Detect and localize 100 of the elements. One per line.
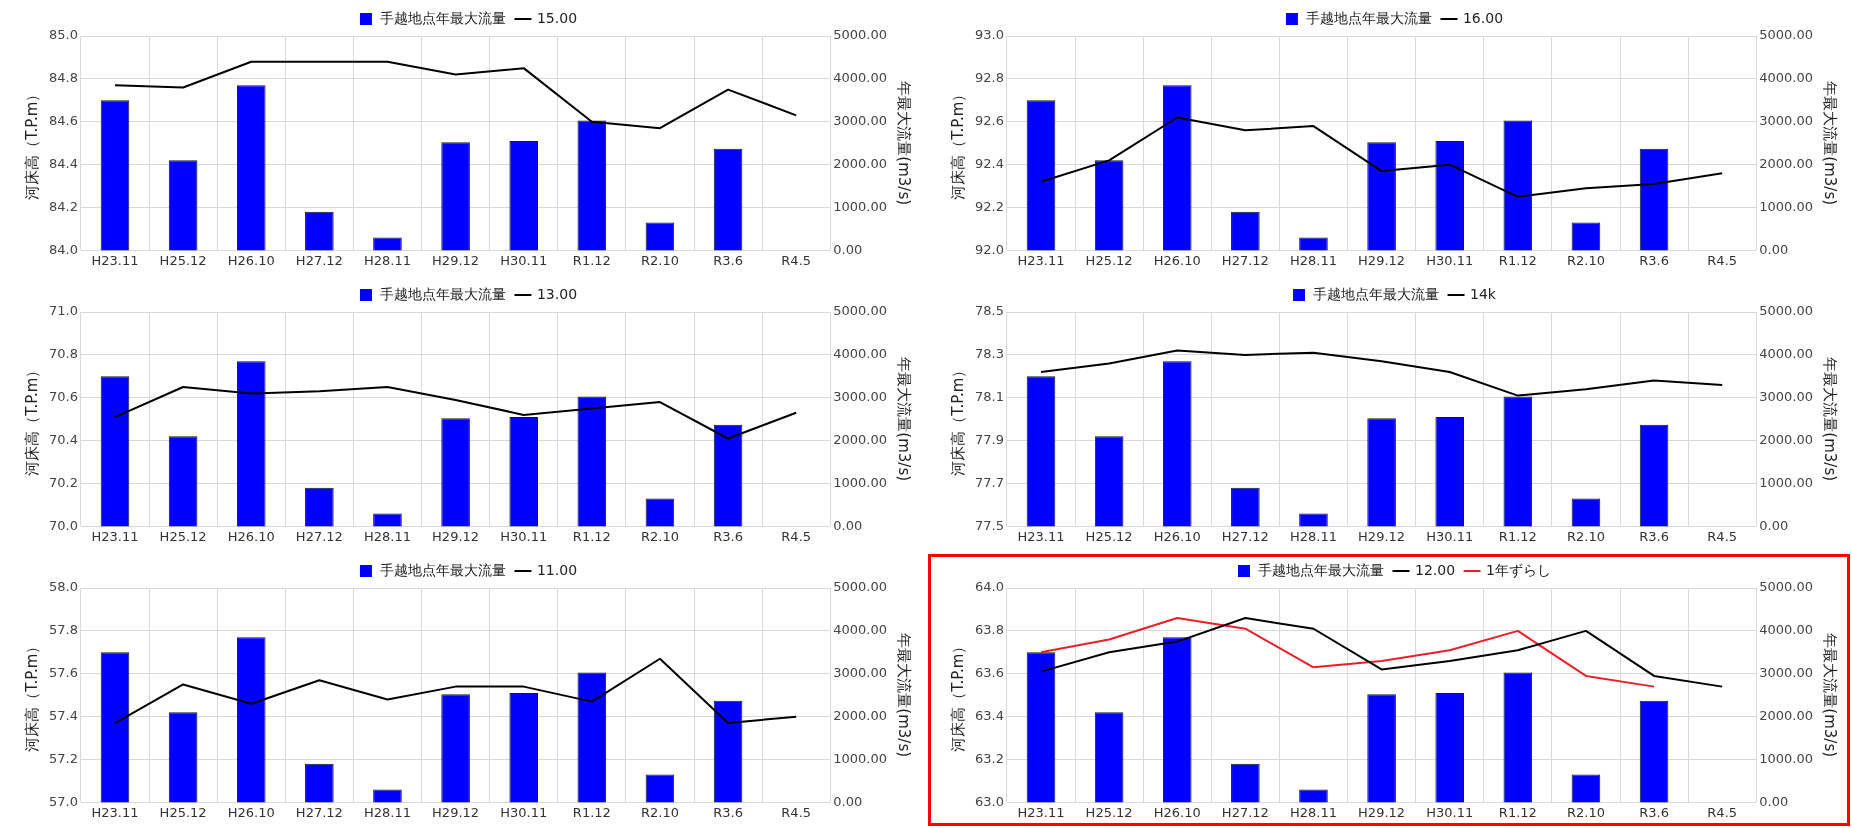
- x-tick-label: H25.12: [159, 804, 207, 820]
- x-tick-label: H25.12: [1085, 528, 1133, 544]
- x-tick-label: R4.5: [1707, 252, 1738, 268]
- y-tick-label: 57.8: [48, 622, 78, 638]
- x-tick-label: H26.10: [1153, 528, 1201, 544]
- y2-tick-label: 0.00: [833, 241, 863, 257]
- y2-tick-label: 4000.00: [1759, 622, 1814, 638]
- y-tick-label: 84.0: [48, 241, 78, 257]
- x-tick-label: H27.12: [295, 252, 343, 268]
- y2-tick-label: 4000.00: [833, 622, 888, 638]
- x-tick-label: H27.12: [295, 528, 343, 544]
- x-tick-label: H25.12: [1085, 804, 1133, 820]
- y2-tick-label: 4000.00: [1759, 346, 1814, 362]
- y2-tick-label: 5000.00: [1759, 579, 1814, 595]
- x-tick-label: H28.11: [1289, 804, 1337, 820]
- x-tick-label: H30.11: [500, 804, 548, 820]
- x-tick-label: H26.10: [1153, 804, 1201, 820]
- x-tick-label: H28.11: [1289, 528, 1337, 544]
- x-tick-label: R4.5: [1707, 804, 1738, 820]
- x-tick-label: R2.10: [1566, 528, 1605, 544]
- y-tick-label: 84.6: [48, 113, 78, 129]
- x-tick-label: R2.10: [640, 528, 679, 544]
- x-tick-label: R4.5: [781, 804, 812, 820]
- x-tick-label: H30.11: [1426, 804, 1474, 820]
- x-tick-label: H27.12: [1221, 528, 1269, 544]
- x-tick-label: H29.12: [432, 252, 480, 268]
- y2-tick-label: 2000.00: [1759, 156, 1814, 172]
- y-tick-label: 70.8: [48, 346, 78, 362]
- y-tick-label: 57.2: [48, 750, 78, 766]
- y-tick-label: 63.8: [974, 622, 1004, 638]
- x-tick-label: H29.12: [1358, 252, 1406, 268]
- y-axis-title: 河床高（T.P.m）: [948, 86, 967, 200]
- y2-tick-label: 4000.00: [833, 70, 888, 86]
- y2-tick-label: 3000.00: [1759, 389, 1814, 405]
- y2-tick-label: 5000.00: [833, 27, 888, 43]
- legend-label: 16.00: [1462, 9, 1504, 26]
- y2-tick-label: 2000.00: [833, 708, 888, 724]
- x-tick-label: R3.6: [713, 252, 743, 268]
- x-tick-label: R2.10: [640, 252, 679, 268]
- y-tick-label: 57.6: [48, 665, 78, 681]
- x-tick-label: R1.12: [572, 528, 611, 544]
- x-tick-label: H28.11: [363, 528, 411, 544]
- x-tick-label: H25.12: [159, 252, 207, 268]
- y-tick-label: 84.8: [48, 70, 78, 86]
- x-tick-label: R3.6: [1639, 804, 1669, 820]
- y-tick-label: 92.4: [974, 156, 1004, 172]
- x-tick-label: H23.11: [1017, 252, 1065, 268]
- x-tick-label: H26.10: [1153, 252, 1201, 268]
- y-tick-label: 85.0: [48, 27, 78, 43]
- y2-tick-label: 0.00: [1759, 793, 1789, 809]
- legend-label: 手越地点年最大流量: [1305, 9, 1432, 26]
- legend-label: 手越地点年最大流量: [1258, 561, 1385, 578]
- y2-tick-label: 0.00: [833, 517, 863, 533]
- y-tick-label: 92.8: [974, 70, 1004, 86]
- legend-label: 15.00: [536, 9, 578, 26]
- y-axis-title: 河床高（T.P.m）: [948, 638, 967, 752]
- x-tick-label: H28.11: [363, 252, 411, 268]
- y2-tick-label: 1000.00: [1759, 198, 1814, 214]
- x-tick-label: R1.12: [572, 804, 611, 820]
- y-axis-title: 河床高（T.P.m）: [948, 362, 967, 476]
- y-tick-label: 71.0: [48, 303, 78, 319]
- y2-axis-title: 年最大流量(m3/s): [1821, 81, 1840, 206]
- x-tick-label: H26.10: [227, 804, 275, 820]
- y2-tick-label: 2000.00: [1759, 432, 1814, 448]
- y-tick-label: 92.0: [974, 241, 1004, 257]
- x-tick-label: R2.10: [1566, 804, 1605, 820]
- y2-tick-label: 3000.00: [833, 389, 888, 405]
- x-tick-label: R1.12: [1498, 528, 1537, 544]
- legend-label: 13.00: [536, 285, 578, 302]
- y2-tick-label: 1000.00: [833, 750, 888, 766]
- y-tick-label: 57.0: [48, 793, 78, 809]
- y2-tick-label: 5000.00: [1759, 27, 1814, 43]
- y2-tick-label: 2000.00: [1759, 708, 1814, 724]
- x-tick-label: R3.6: [713, 804, 743, 820]
- x-tick-label: H30.11: [500, 252, 548, 268]
- y2-tick-label: 4000.00: [833, 346, 888, 362]
- y-tick-label: 77.5: [974, 517, 1004, 533]
- x-tick-label: R2.10: [640, 804, 679, 820]
- x-tick-label: H29.12: [1358, 528, 1406, 544]
- y2-axis-title: 年最大流量(m3/s): [895, 357, 914, 482]
- y2-tick-label: 1000.00: [833, 198, 888, 214]
- y2-tick-label: 1000.00: [833, 474, 888, 490]
- y-tick-label: 77.9: [974, 432, 1004, 448]
- y2-tick-label: 1000.00: [1759, 474, 1814, 490]
- legend-label: 手越地点年最大流量: [379, 9, 506, 26]
- y2-tick-label: 5000.00: [833, 303, 888, 319]
- y-tick-label: 78.3: [974, 346, 1004, 362]
- y-tick-label: 77.7: [974, 474, 1004, 490]
- y-tick-label: 63.4: [974, 708, 1004, 724]
- y-axis-title: 河床高（T.P.m）: [22, 86, 41, 200]
- x-tick-label: H27.12: [1221, 252, 1269, 268]
- x-tick-label: R1.12: [1498, 252, 1537, 268]
- x-tick-label: H25.12: [159, 528, 207, 544]
- y-tick-label: 92.6: [974, 113, 1004, 129]
- legend-label: 1年ずらし: [1486, 561, 1552, 578]
- legend-label: 14k: [1470, 285, 1497, 302]
- y-tick-label: 63.0: [974, 793, 1004, 809]
- x-tick-label: H26.10: [227, 252, 275, 268]
- y-tick-label: 92.2: [974, 198, 1004, 214]
- y-tick-label: 78.5: [974, 303, 1004, 319]
